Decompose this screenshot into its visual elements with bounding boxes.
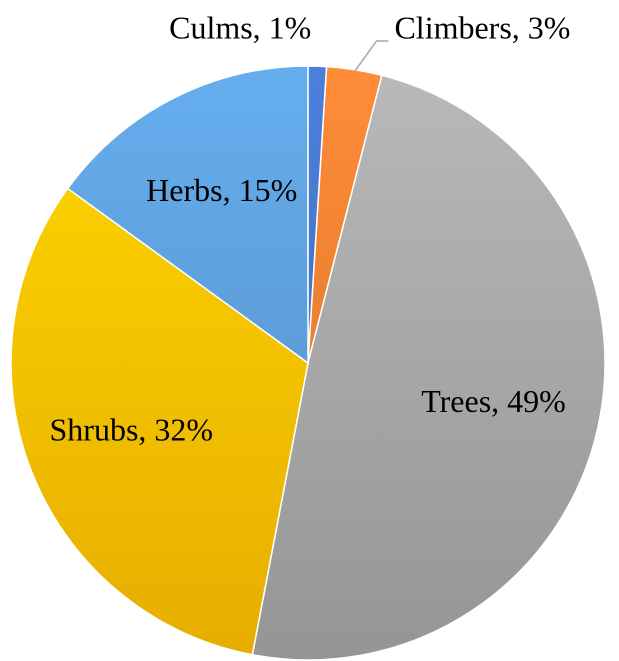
data-label: Trees, 49% [421, 383, 566, 419]
pie-slice [10, 187, 309, 656]
pie-slice [251, 74, 606, 661]
data-label: Culms, 1% [169, 9, 311, 45]
data-label: Climbers, 3% [394, 9, 570, 45]
data-label: Shrubs, 32% [49, 411, 213, 447]
pie-slice [66, 65, 309, 365]
data-label: Herbs, 15% [146, 172, 297, 208]
leader-line [353, 40, 389, 73]
